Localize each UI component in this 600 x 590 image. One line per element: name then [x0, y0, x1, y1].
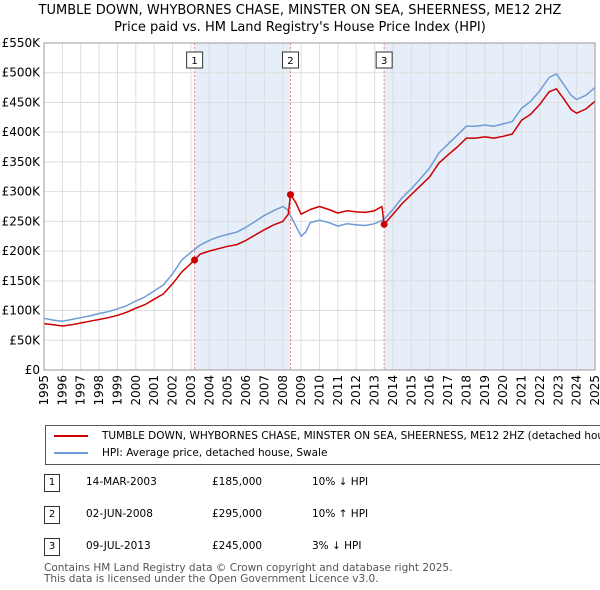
x-tick-label: 1998: [92, 375, 106, 406]
x-tick-label: 1996: [55, 375, 69, 406]
sale-marker-label: 1: [191, 56, 197, 67]
x-tick-label: 2009: [294, 375, 308, 406]
chart-subtitle: Price paid vs. HM Land Registry's House …: [114, 20, 486, 35]
sale-marker-box: [375, 51, 393, 69]
footer-copyright: Contains HM Land Registry data © Crown c…: [44, 562, 453, 574]
x-tick-label: 2007: [257, 375, 271, 406]
transaction-row: 3 09-JUL-2013 £245,000 3% ↓ HPI: [44, 538, 564, 558]
transaction-price: £185,000: [212, 476, 263, 488]
transaction-number: 1: [44, 474, 60, 492]
sale-marker-box: [186, 51, 204, 69]
transaction-row: 1 14-MAR-2003 £185,000 10% ↓ HPI: [44, 474, 564, 494]
x-tick-label: 2014: [386, 375, 400, 406]
legend-item-property: TUMBLE DOWN, WHYBORNES CHASE, MINSTER ON…: [54, 430, 600, 444]
legend-hpi-swatch: [54, 452, 88, 454]
legend: TUMBLE DOWN, WHYBORNES CHASE, MINSTER ON…: [45, 425, 600, 465]
transaction-price: £295,000: [212, 508, 263, 520]
legend-hpi-label: HPI: Average price, detached house, Swal…: [102, 447, 328, 459]
x-tick-label: 2002: [166, 375, 180, 406]
x-tick-label: 1999: [110, 375, 124, 406]
price-chart: 1 2 3 £0 £50K £100K £150K £200K £250K £300K £350K…: [2, 36, 600, 406]
x-tick-label: 1995: [37, 375, 51, 406]
x-tick-label: 2017: [441, 375, 455, 406]
y-tick-label: £200K: [2, 244, 42, 258]
y-tick-label: £100K: [2, 304, 42, 318]
y-tick-label: £550K: [2, 36, 42, 50]
shaded-period: [194, 43, 291, 370]
sale-point: [191, 256, 199, 264]
transaction-date: 14-MAR-2003: [86, 476, 157, 488]
transaction-number: 2: [44, 506, 60, 524]
x-tick-label: 2024: [570, 375, 584, 406]
x-tick-label: 2003: [184, 375, 198, 406]
y-tick-label: £350K: [2, 155, 42, 169]
x-tick-label: 2021: [515, 375, 529, 406]
legend-item-hpi: HPI: Average price, detached house, Swal…: [54, 447, 327, 461]
y-tick-label: £250K: [2, 214, 42, 228]
x-tick-label: 2010: [313, 375, 327, 406]
x-tick-label: 2016: [423, 375, 437, 406]
transaction-date: 09-JUL-2013: [86, 540, 151, 552]
transaction-price: £245,000: [212, 540, 263, 552]
transaction-hpi-diff: 10% ↑ HPI: [312, 508, 369, 520]
sale-point: [286, 191, 294, 199]
hpi-line: [43, 73, 596, 322]
x-tick-label: 2006: [239, 375, 253, 406]
x-tick-label: 2018: [459, 375, 473, 406]
x-tick-label: 2001: [147, 375, 161, 406]
chart-title: TUMBLE DOWN, WHYBORNES CHASE, MINSTER ON…: [38, 3, 562, 18]
property-price-line: [43, 88, 596, 327]
transaction-date: 02-JUN-2008: [86, 508, 153, 520]
x-tick-label: 2022: [533, 375, 547, 406]
sale-marker-box: [281, 51, 299, 69]
x-tick-label: 1997: [74, 375, 88, 406]
sale-marker-label: 3: [381, 56, 387, 67]
x-tick-label: 2013: [368, 375, 382, 406]
x-tick-label: 2005: [221, 375, 235, 406]
y-tick-label: £300K: [2, 185, 42, 199]
transaction-hpi-diff: 3% ↓ HPI: [312, 540, 362, 552]
plot-frame: [43, 42, 596, 371]
x-tick-label: 2019: [478, 375, 492, 406]
footer-licence: This data is licensed under the Open Gov…: [44, 573, 379, 585]
x-tick-label: 2000: [129, 375, 143, 406]
x-tick-label: 2011: [331, 375, 345, 406]
transaction-number: 3: [44, 538, 60, 556]
transaction-hpi-diff: 10% ↓ HPI: [312, 476, 369, 488]
legend-property-swatch: [54, 435, 88, 437]
x-tick-label: 2012: [349, 375, 363, 406]
y-tick-label: £500K: [2, 66, 42, 80]
x-tick-label: 2015: [404, 375, 418, 406]
x-tick-label: 2008: [276, 375, 290, 406]
y-tick-label: £0: [25, 363, 40, 377]
sale-marker-label: 2: [287, 56, 293, 67]
x-tick-label: 2020: [496, 375, 510, 406]
y-tick-label: £50K: [9, 333, 41, 347]
x-tick-label: 2023: [551, 375, 565, 406]
legend-property-label: TUMBLE DOWN, WHYBORNES CHASE, MINSTER ON…: [102, 430, 600, 442]
sale-point: [380, 220, 388, 228]
y-tick-label: £450K: [2, 95, 42, 109]
x-tick-label: 2025: [588, 375, 600, 406]
y-tick-label: £150K: [2, 274, 42, 288]
x-tick-label: 2004: [202, 375, 216, 406]
y-tick-label: £400K: [2, 125, 42, 139]
shaded-period: [384, 43, 595, 370]
transaction-row: 2 02-JUN-2008 £295,000 10% ↑ HPI: [44, 506, 564, 526]
